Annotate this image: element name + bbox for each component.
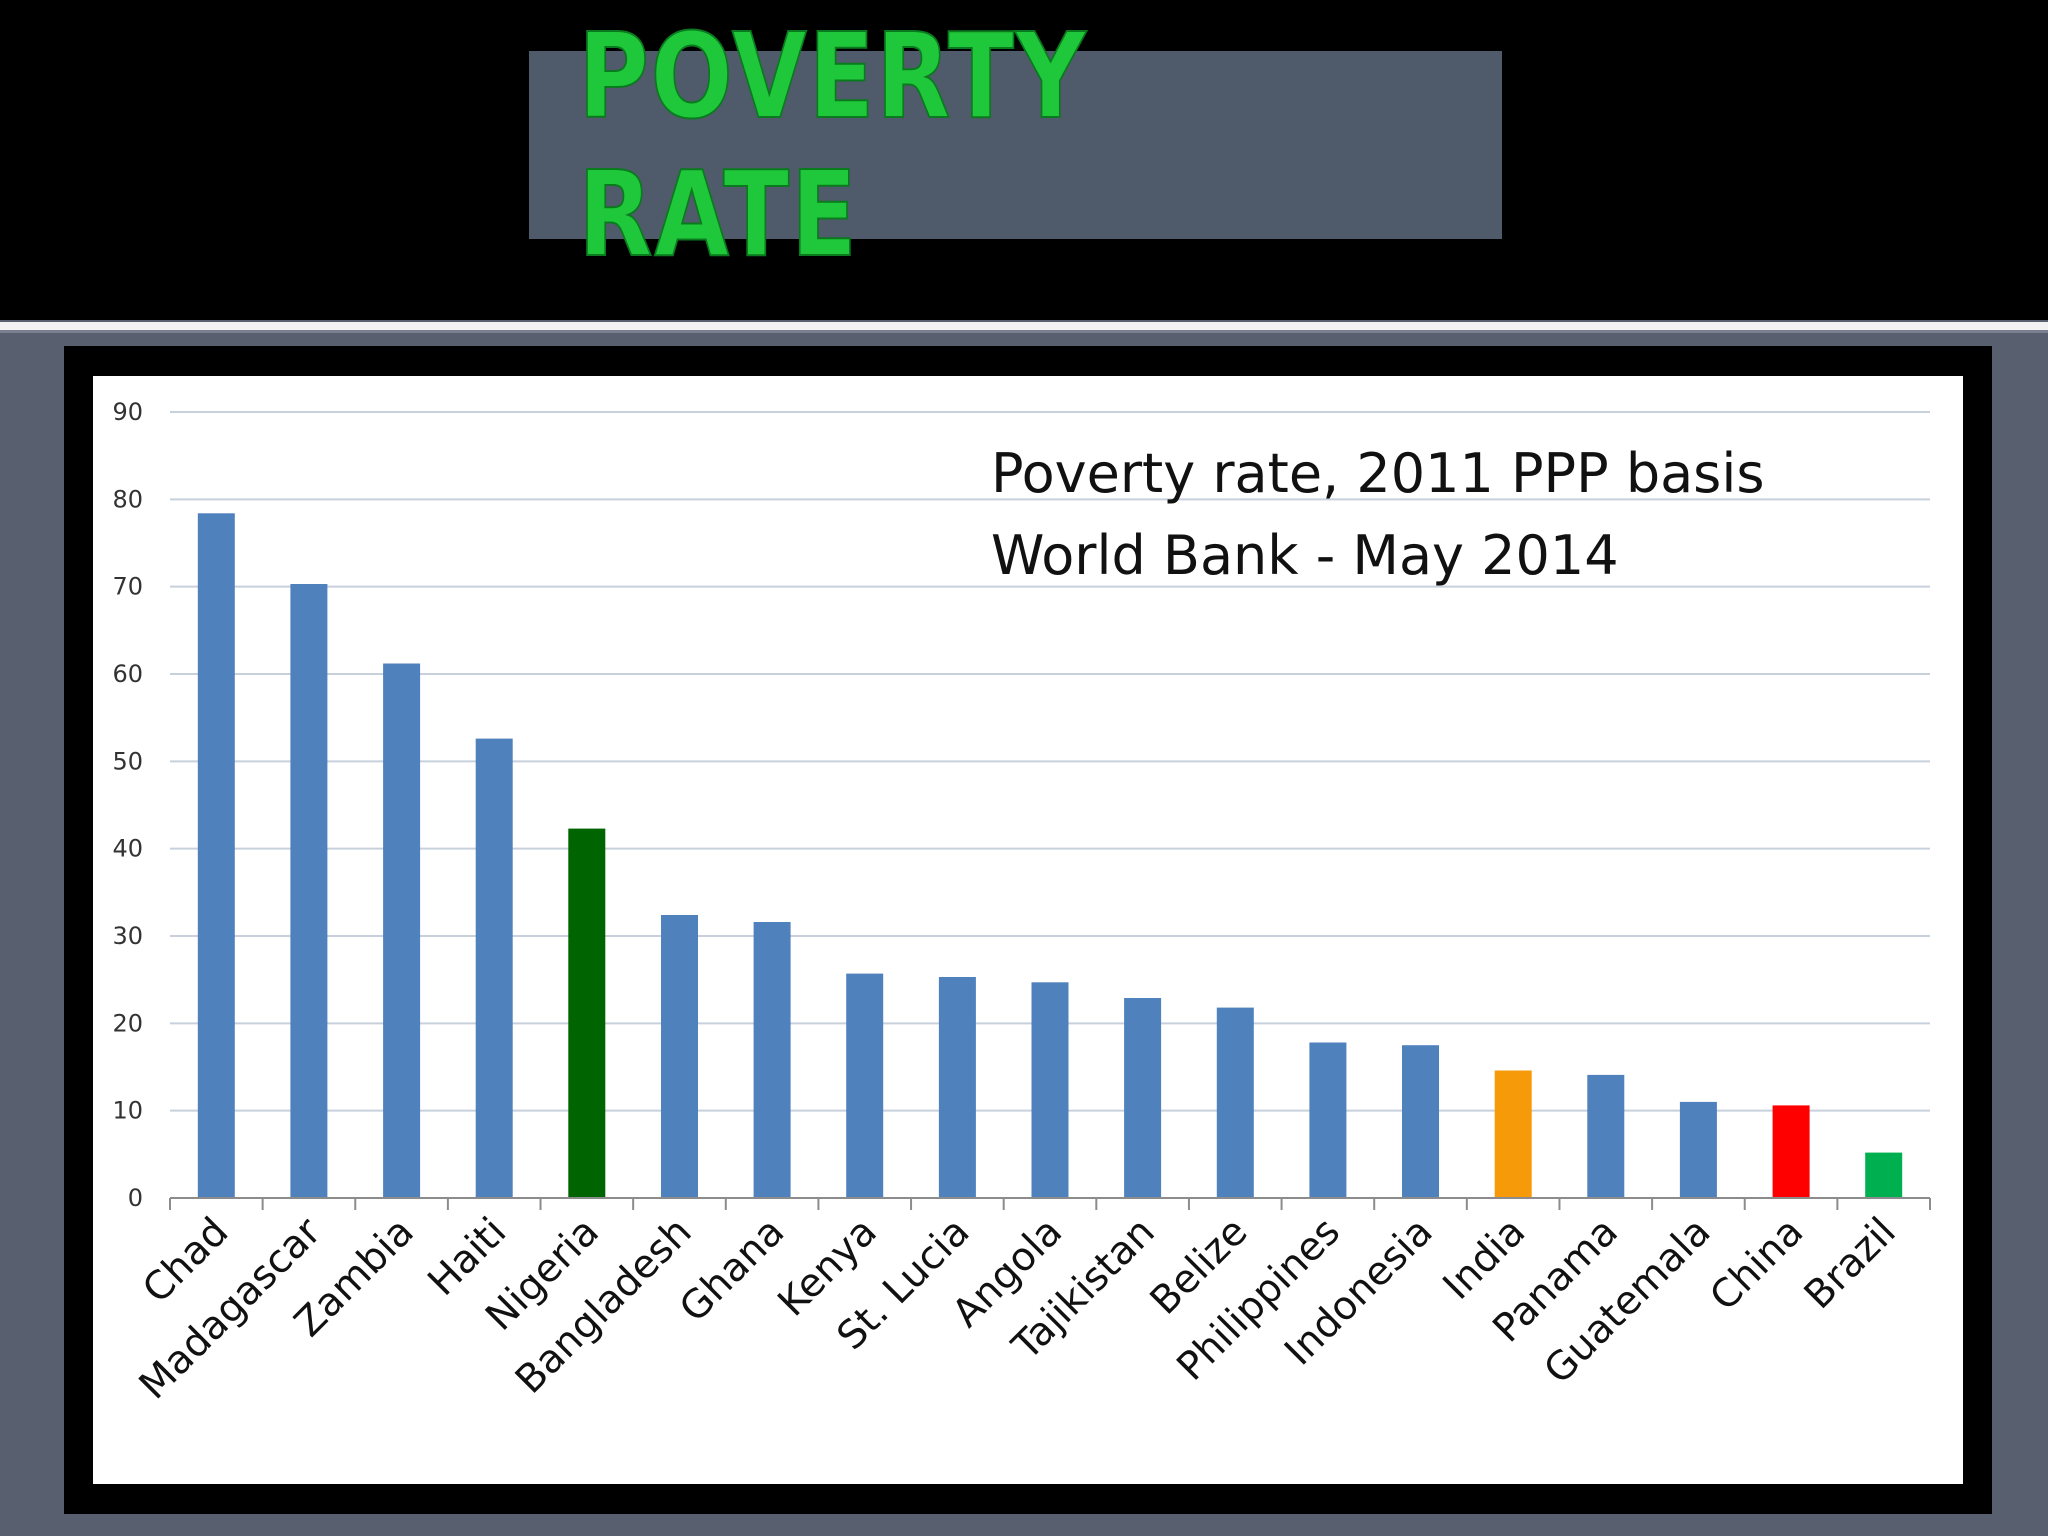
bar-zambia bbox=[383, 663, 421, 1198]
chart-title-line-1: Poverty rate, 2011 PPP basis bbox=[991, 442, 1765, 505]
y-tick-label: 70 bbox=[112, 573, 143, 601]
chart-title-line-2: World Bank - May 2014 bbox=[991, 524, 1619, 587]
x-axis bbox=[169, 1197, 1931, 1210]
y-tick-label: 60 bbox=[112, 660, 143, 688]
bar-st-lucia bbox=[938, 977, 976, 1198]
bar-belize bbox=[1216, 1007, 1254, 1198]
x-tick-label: China bbox=[1702, 1209, 1813, 1320]
x-tick-label: Brazil bbox=[1796, 1209, 1905, 1318]
header-divider bbox=[0, 322, 2048, 330]
bar-china bbox=[1772, 1105, 1810, 1198]
y-tick-label: 80 bbox=[112, 485, 143, 513]
bar-guatemala bbox=[1679, 1101, 1717, 1198]
bar-kenya bbox=[846, 973, 884, 1198]
bar-philippines bbox=[1309, 1042, 1347, 1198]
bar-chart: 0 10 20 30 40 50 60 70 80 90 ChadMadagascarZambia… bbox=[112, 398, 1931, 1409]
y-tick-label: 40 bbox=[112, 835, 143, 863]
bar-india bbox=[1494, 1070, 1532, 1198]
bar-angola bbox=[1031, 982, 1069, 1198]
gridlines bbox=[170, 411, 1930, 1112]
x-tick-label: Ghana bbox=[671, 1209, 793, 1331]
bar-tajikistan bbox=[1124, 998, 1162, 1198]
y-tick-label: 20 bbox=[112, 1009, 143, 1037]
bar-ghana bbox=[753, 922, 791, 1198]
bar-panama bbox=[1587, 1074, 1625, 1198]
bar-nigeria bbox=[568, 828, 606, 1198]
y-axis-ticks: 0 10 20 30 40 50 60 70 80 90 bbox=[112, 398, 143, 1212]
y-tick-label: 10 bbox=[112, 1097, 143, 1125]
x-axis-ticks: ChadMadagascarZambiaHaitiNigeriaBanglade… bbox=[131, 1209, 1905, 1409]
header-divider-shadow bbox=[0, 330, 2048, 333]
y-tick-label: 0 bbox=[128, 1184, 143, 1212]
bar-indonesia bbox=[1402, 1045, 1439, 1198]
bar-chad bbox=[197, 513, 235, 1198]
bar-bangladesh bbox=[661, 915, 698, 1198]
bar-brazil bbox=[1865, 1152, 1903, 1198]
y-tick-label: 90 bbox=[112, 398, 143, 426]
slide-title-box: POVERTY RATE bbox=[529, 6, 1502, 284]
bar-madagascar bbox=[290, 584, 328, 1198]
chart-panel: 0 10 20 30 40 50 60 70 80 90 Chad Madagascar Zambia… bbox=[93, 376, 1963, 1484]
y-tick-label: 50 bbox=[112, 747, 143, 775]
bars bbox=[197, 513, 1903, 1198]
bar-haiti bbox=[475, 738, 513, 1198]
y-tick-label: 30 bbox=[112, 922, 143, 950]
slide-title: POVERTY RATE bbox=[577, 6, 1088, 284]
